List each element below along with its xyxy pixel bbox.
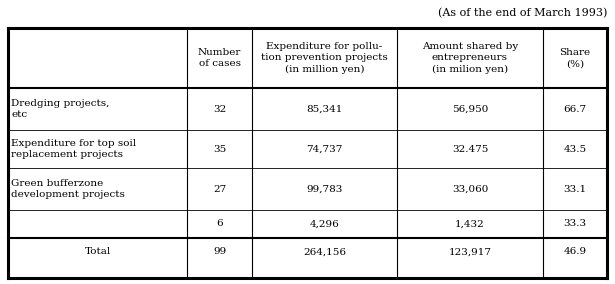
Text: 46.9: 46.9 xyxy=(563,247,587,256)
Text: 33,060: 33,060 xyxy=(452,185,488,193)
Text: Total: Total xyxy=(84,247,111,256)
Text: Share
(%): Share (%) xyxy=(559,48,590,68)
Text: Amount shared by
entrepreneurs
(in milion yen): Amount shared by entrepreneurs (in milio… xyxy=(422,42,518,74)
Text: Green bufferzone
development projects: Green bufferzone development projects xyxy=(11,179,125,199)
Text: 35: 35 xyxy=(213,145,226,153)
Text: 66.7: 66.7 xyxy=(563,105,587,114)
Text: Dredging projects,
etc: Dredging projects, etc xyxy=(11,99,109,119)
Text: 99: 99 xyxy=(213,247,226,256)
Text: 4,296: 4,296 xyxy=(309,220,339,229)
Text: 74,737: 74,737 xyxy=(306,145,343,153)
Text: 1,432: 1,432 xyxy=(455,220,485,229)
Text: 32.475: 32.475 xyxy=(452,145,488,153)
Text: Expenditure for top soil
replacement projects: Expenditure for top soil replacement pro… xyxy=(11,139,136,159)
Text: Number
of cases: Number of cases xyxy=(198,48,241,68)
Text: 33.1: 33.1 xyxy=(563,185,587,193)
Text: 85,341: 85,341 xyxy=(306,105,343,114)
Text: Expenditure for pollu-
tion prevention projects
(in million yen): Expenditure for pollu- tion prevention p… xyxy=(261,42,388,74)
Text: 264,156: 264,156 xyxy=(303,247,346,256)
Text: 32: 32 xyxy=(213,105,226,114)
Text: 27: 27 xyxy=(213,185,226,193)
Text: 43.5: 43.5 xyxy=(563,145,587,153)
Text: 6: 6 xyxy=(216,220,223,229)
Text: 123,917: 123,917 xyxy=(448,247,491,256)
Text: 56,950: 56,950 xyxy=(452,105,488,114)
Text: 33.3: 33.3 xyxy=(563,220,587,229)
Text: (As of the end of March 1993): (As of the end of March 1993) xyxy=(438,8,607,18)
Text: 99,783: 99,783 xyxy=(306,185,343,193)
